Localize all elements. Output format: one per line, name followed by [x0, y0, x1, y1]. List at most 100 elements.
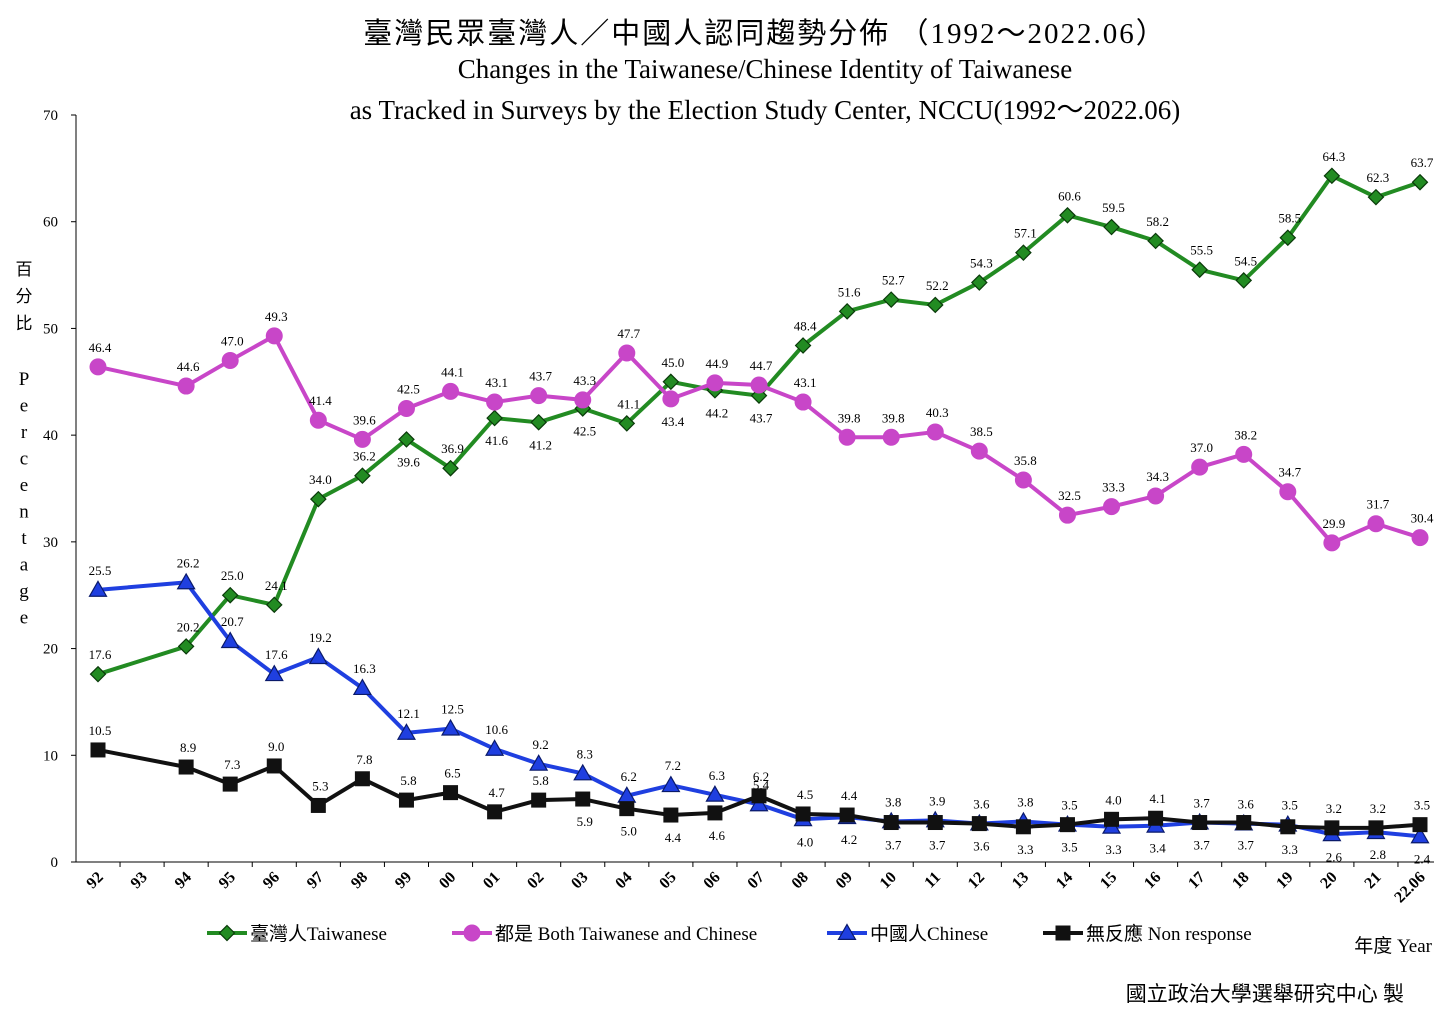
data-label: 44.1	[441, 364, 464, 379]
data-label: 44.7	[750, 358, 773, 373]
x-tick-label: 14	[1053, 869, 1076, 892]
x-tick-label: 92	[83, 869, 106, 892]
x-tick-label: 09	[833, 869, 856, 892]
data-point	[485, 739, 505, 756]
data-label: 3.8	[1017, 794, 1033, 809]
data-label: 45.0	[661, 355, 684, 370]
x-tick-label: 05	[656, 869, 679, 892]
legend-label: 中國人Chinese	[870, 923, 988, 945]
data-label: 5.4	[753, 777, 770, 792]
data-label: 31.7	[1367, 497, 1390, 512]
data-point	[794, 337, 812, 354]
series-4	[90, 742, 1428, 836]
data-point	[662, 390, 680, 408]
data-point	[221, 351, 239, 369]
data-point	[486, 409, 503, 427]
data-point	[265, 327, 283, 345]
data-label: 36.9	[441, 441, 464, 456]
x-tick-label: 97	[304, 869, 327, 892]
data-label: 2.6	[1326, 849, 1343, 864]
data-point	[883, 815, 899, 831]
data-point	[750, 376, 768, 394]
data-label: 3.7	[929, 838, 946, 853]
data-label: 20.2	[177, 619, 200, 634]
data-point	[531, 792, 547, 808]
data-label: 36.2	[353, 449, 376, 464]
data-label: 57.1	[1014, 226, 1037, 241]
y-axis-label-char: t	[21, 528, 27, 549]
data-point	[89, 665, 107, 683]
data-label: 44.2	[706, 405, 729, 420]
data-label: 49.3	[265, 309, 288, 324]
data-label: 41.2	[529, 437, 552, 452]
data-label: 39.8	[882, 410, 905, 425]
data-point	[661, 775, 681, 793]
data-point	[1103, 218, 1120, 236]
data-point	[1279, 483, 1297, 501]
data-label: 4.1	[1149, 791, 1165, 806]
data-label: 9.0	[268, 739, 284, 754]
data-label: 26.2	[177, 555, 200, 570]
data-label: 8.9	[180, 740, 196, 755]
data-point	[573, 763, 593, 781]
data-point	[618, 415, 636, 432]
data-point	[1015, 819, 1031, 835]
legend: 臺灣人Taiwanese 都是 Both Taiwanese and Chines…	[207, 922, 1252, 945]
data-label: 46.4	[89, 340, 112, 355]
data-label: 64.3	[1322, 149, 1345, 164]
legend-label: 無反應 Non response	[1086, 922, 1252, 945]
data-point	[751, 788, 767, 804]
data-point	[1148, 810, 1164, 826]
data-point	[574, 391, 592, 409]
data-point	[222, 776, 238, 792]
data-label: 6.3	[709, 768, 725, 783]
data-point	[177, 638, 195, 655]
y-axis-label-char: r	[21, 422, 28, 443]
data-point	[353, 430, 371, 448]
data-label: 33.3	[1102, 480, 1125, 495]
data-point	[1323, 534, 1341, 552]
y-tick-label: 20	[43, 642, 58, 658]
data-point	[882, 291, 900, 308]
data-point	[310, 797, 326, 813]
data-point	[442, 459, 459, 477]
data-label: 59.5	[1102, 200, 1125, 215]
data-point	[530, 413, 548, 431]
data-label: 10.6	[485, 722, 508, 737]
data-label: 5.8	[400, 773, 416, 788]
data-label: 3.7	[1238, 838, 1255, 853]
data-label: 3.6	[973, 797, 990, 812]
data-point	[1280, 819, 1296, 835]
data-label: 52.7	[882, 273, 905, 288]
legend-item-4: 無反應 Non response	[1043, 922, 1252, 945]
x-tick-label: 98	[348, 869, 371, 892]
data-point	[221, 586, 239, 604]
data-label: 3.5	[1282, 798, 1298, 813]
data-point	[970, 442, 988, 460]
data-label: 3.2	[1370, 801, 1386, 816]
data-label: 48.4	[794, 319, 817, 334]
data-label: 35.8	[1014, 453, 1037, 468]
data-point	[529, 754, 549, 771]
data-point	[176, 572, 196, 590]
data-point	[1147, 232, 1164, 250]
data-label: 3.5	[1061, 798, 1077, 813]
x-tick-label: 13	[1009, 869, 1032, 892]
y-tick-label: 40	[43, 428, 58, 444]
data-label: 63.7	[1411, 155, 1434, 170]
data-label: 3.5	[1061, 840, 1077, 855]
x-tick-label: 96	[260, 869, 283, 892]
legend-marker	[463, 924, 481, 942]
y-tick-label: 10	[43, 748, 58, 764]
data-point	[1367, 188, 1385, 206]
data-label: 43.1	[485, 375, 508, 390]
data-label: 34.7	[1278, 465, 1301, 480]
x-tick-label: 08	[789, 869, 812, 892]
x-tick-label: 11	[921, 869, 944, 892]
data-point	[1147, 487, 1165, 505]
data-point	[265, 596, 283, 614]
data-point	[309, 490, 327, 508]
data-label: 2.4	[1414, 851, 1431, 866]
data-point	[88, 580, 108, 597]
data-label: 60.6	[1058, 188, 1081, 203]
